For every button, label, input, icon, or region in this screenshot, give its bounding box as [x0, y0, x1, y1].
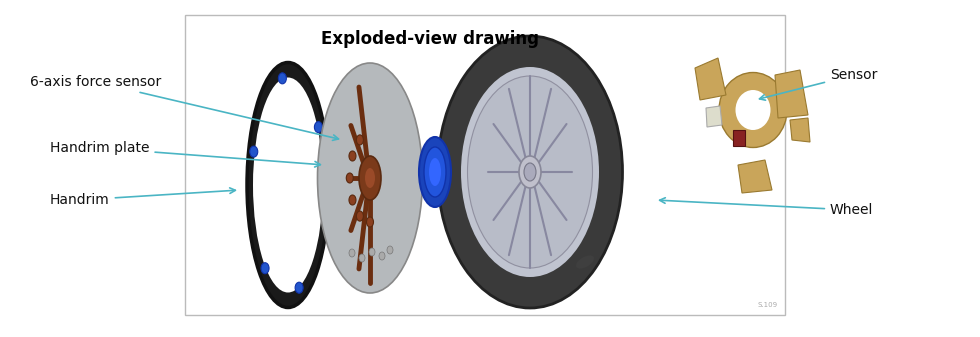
Ellipse shape	[349, 195, 356, 205]
Ellipse shape	[261, 263, 270, 274]
Text: S.109: S.109	[758, 302, 778, 308]
Ellipse shape	[419, 137, 451, 207]
Ellipse shape	[250, 146, 258, 157]
Text: 6-axis force sensor: 6-axis force sensor	[30, 75, 338, 141]
Polygon shape	[790, 118, 810, 142]
Text: Handrim plate: Handrim plate	[50, 141, 320, 167]
Polygon shape	[706, 106, 722, 127]
Ellipse shape	[319, 196, 327, 207]
Polygon shape	[738, 160, 772, 193]
FancyBboxPatch shape	[185, 15, 785, 315]
Ellipse shape	[357, 211, 364, 221]
Ellipse shape	[424, 147, 446, 197]
Ellipse shape	[365, 168, 375, 188]
Ellipse shape	[719, 72, 787, 148]
Ellipse shape	[576, 255, 594, 269]
Ellipse shape	[437, 36, 622, 308]
Ellipse shape	[519, 156, 541, 188]
Ellipse shape	[524, 163, 536, 181]
Ellipse shape	[736, 90, 770, 130]
Ellipse shape	[247, 62, 329, 307]
Ellipse shape	[387, 246, 393, 254]
FancyBboxPatch shape	[733, 130, 745, 146]
Ellipse shape	[429, 158, 441, 186]
Ellipse shape	[379, 252, 385, 260]
Ellipse shape	[318, 63, 422, 293]
Ellipse shape	[359, 254, 365, 262]
Polygon shape	[775, 70, 808, 118]
Polygon shape	[695, 58, 726, 100]
Text: Handrim: Handrim	[50, 188, 235, 207]
Ellipse shape	[369, 248, 375, 256]
Ellipse shape	[367, 217, 373, 227]
Ellipse shape	[346, 173, 353, 183]
Text: Wheel: Wheel	[660, 198, 873, 217]
Ellipse shape	[467, 76, 593, 268]
Text: Exploded-view drawing: Exploded-view drawing	[321, 30, 539, 48]
Ellipse shape	[349, 249, 355, 257]
Ellipse shape	[278, 73, 286, 84]
Ellipse shape	[315, 122, 322, 133]
Ellipse shape	[295, 282, 303, 293]
Ellipse shape	[461, 67, 599, 277]
Ellipse shape	[357, 135, 364, 145]
Text: Sensor: Sensor	[760, 68, 877, 100]
Ellipse shape	[253, 78, 323, 293]
Ellipse shape	[349, 151, 356, 161]
Ellipse shape	[359, 156, 381, 200]
